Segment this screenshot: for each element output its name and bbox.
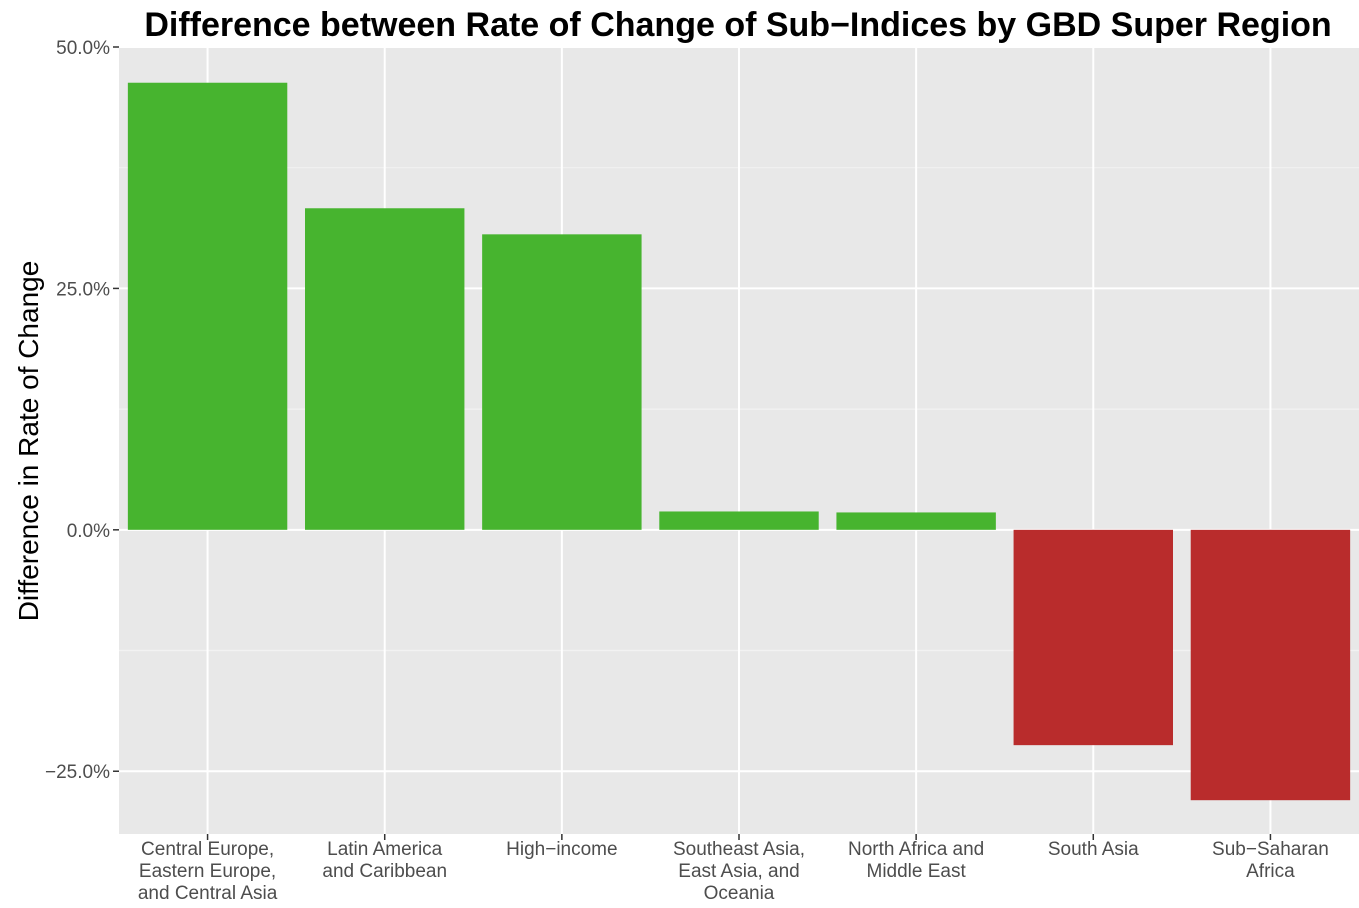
y-tick-label: −25.0%	[45, 762, 110, 783]
bar	[659, 511, 819, 530]
bar	[305, 208, 465, 530]
x-tick-label: Southeast Asia, East Asia, and Oceania	[673, 839, 805, 903]
x-tick-label: South Asia	[1048, 839, 1139, 860]
x-tick-label: Central Europe, Eastern Europe, and Centra…	[138, 839, 278, 903]
y-tick-label: 0.0%	[67, 521, 110, 542]
x-tick-label: Sub−Saharan Africa	[1212, 839, 1329, 882]
x-tick-label: North Africa and Middle East	[848, 839, 984, 882]
chart-title: Difference between Rate of Change of Sub…	[144, 6, 1331, 44]
bar	[127, 82, 288, 530]
y-axis-label: Difference in Rate of Change	[13, 261, 44, 622]
plot-area: 50.0% 25.0% 0.0% −25.0% Central Europe, Easte…	[45, 38, 1359, 904]
y-tick-label: 25.0%	[56, 279, 110, 300]
x-tick-label: Latin America and Caribbean	[322, 839, 447, 882]
bar	[1013, 529, 1173, 746]
bar	[1190, 529, 1351, 801]
x-tick-label: High−income	[506, 839, 617, 860]
y-tick-label: 50.0%	[56, 38, 110, 59]
bar	[482, 234, 642, 530]
bar	[836, 512, 996, 530]
